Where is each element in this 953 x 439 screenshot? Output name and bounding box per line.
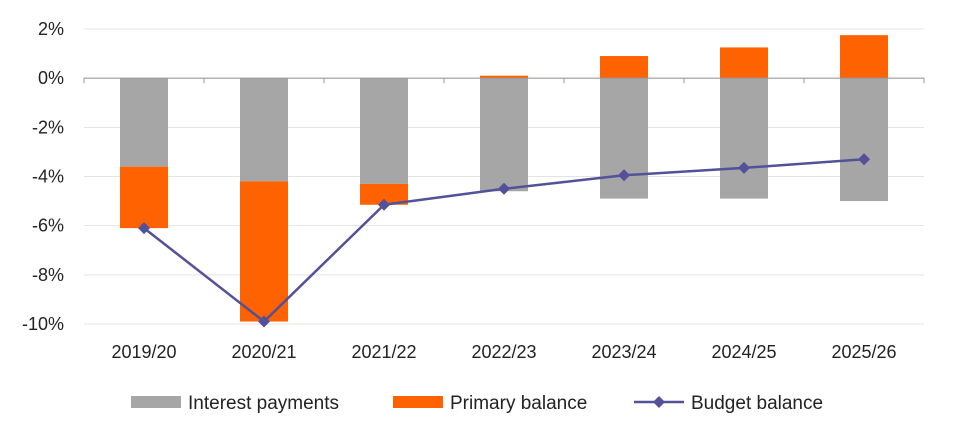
bar-primary-balance [600,56,648,79]
y-tick-label: -4% [32,167,64,187]
legend-diamond-marker [653,396,665,408]
budget-balance-point [378,198,390,211]
y-axis-ticks: 2% 0% -2% -4% -6% -8% -10% [22,19,64,334]
budget-balance-point [138,222,150,235]
x-tick-label: 2025/26 [831,342,896,362]
bar-primary-balance [720,47,768,79]
y-tick-label: 2% [38,19,64,39]
legend-label: Primary balance [450,393,587,414]
budget-balance-line [138,153,870,328]
bar-interest-payments [360,78,408,184]
budget-balance-point [618,169,630,182]
bar-interest-payments [720,78,768,199]
x-tick-label: 2023/24 [591,342,656,362]
budget-balance-point [258,315,270,328]
bar-interest-payments [840,78,888,202]
legend-label: Budget balance [691,393,823,414]
bar-primary-balance [480,75,528,79]
y-tick-label: -2% [32,117,64,137]
y-tick-label: 0% [38,68,64,88]
bar-interest-payments [480,78,528,192]
y-tick-label: -10% [22,314,64,334]
legend-swatch [131,396,181,408]
bars [120,35,888,322]
x-tick-label: 2022/23 [471,342,536,362]
y-tick-label: -8% [32,265,64,285]
x-axis-ticks: 2019/20 2020/21 2021/22 2022/23 2023/24 2024/… [111,342,896,362]
budget-balance-point [498,182,510,195]
x-tick-label: 2020/21 [231,342,296,362]
budget-balance-point [858,153,870,166]
zero-axis [83,77,925,84]
legend-swatch [393,396,443,408]
legend: Interest payments Primary balance Budget b… [131,393,823,414]
y-tick-label: -6% [32,216,64,236]
bar-primary-balance [120,166,168,229]
bar-primary-balance [360,183,408,205]
bar-interest-payments [240,78,288,182]
budget-balance-point [738,161,750,174]
x-tick-label: 2019/20 [111,342,176,362]
x-tick-label: 2021/22 [351,342,416,362]
bar-primary-balance [840,35,888,79]
bar-primary-balance [240,181,288,322]
legend-label: Interest payments [188,393,339,414]
bar-interest-payments [120,78,168,167]
x-tick-label: 2024/25 [711,342,776,362]
